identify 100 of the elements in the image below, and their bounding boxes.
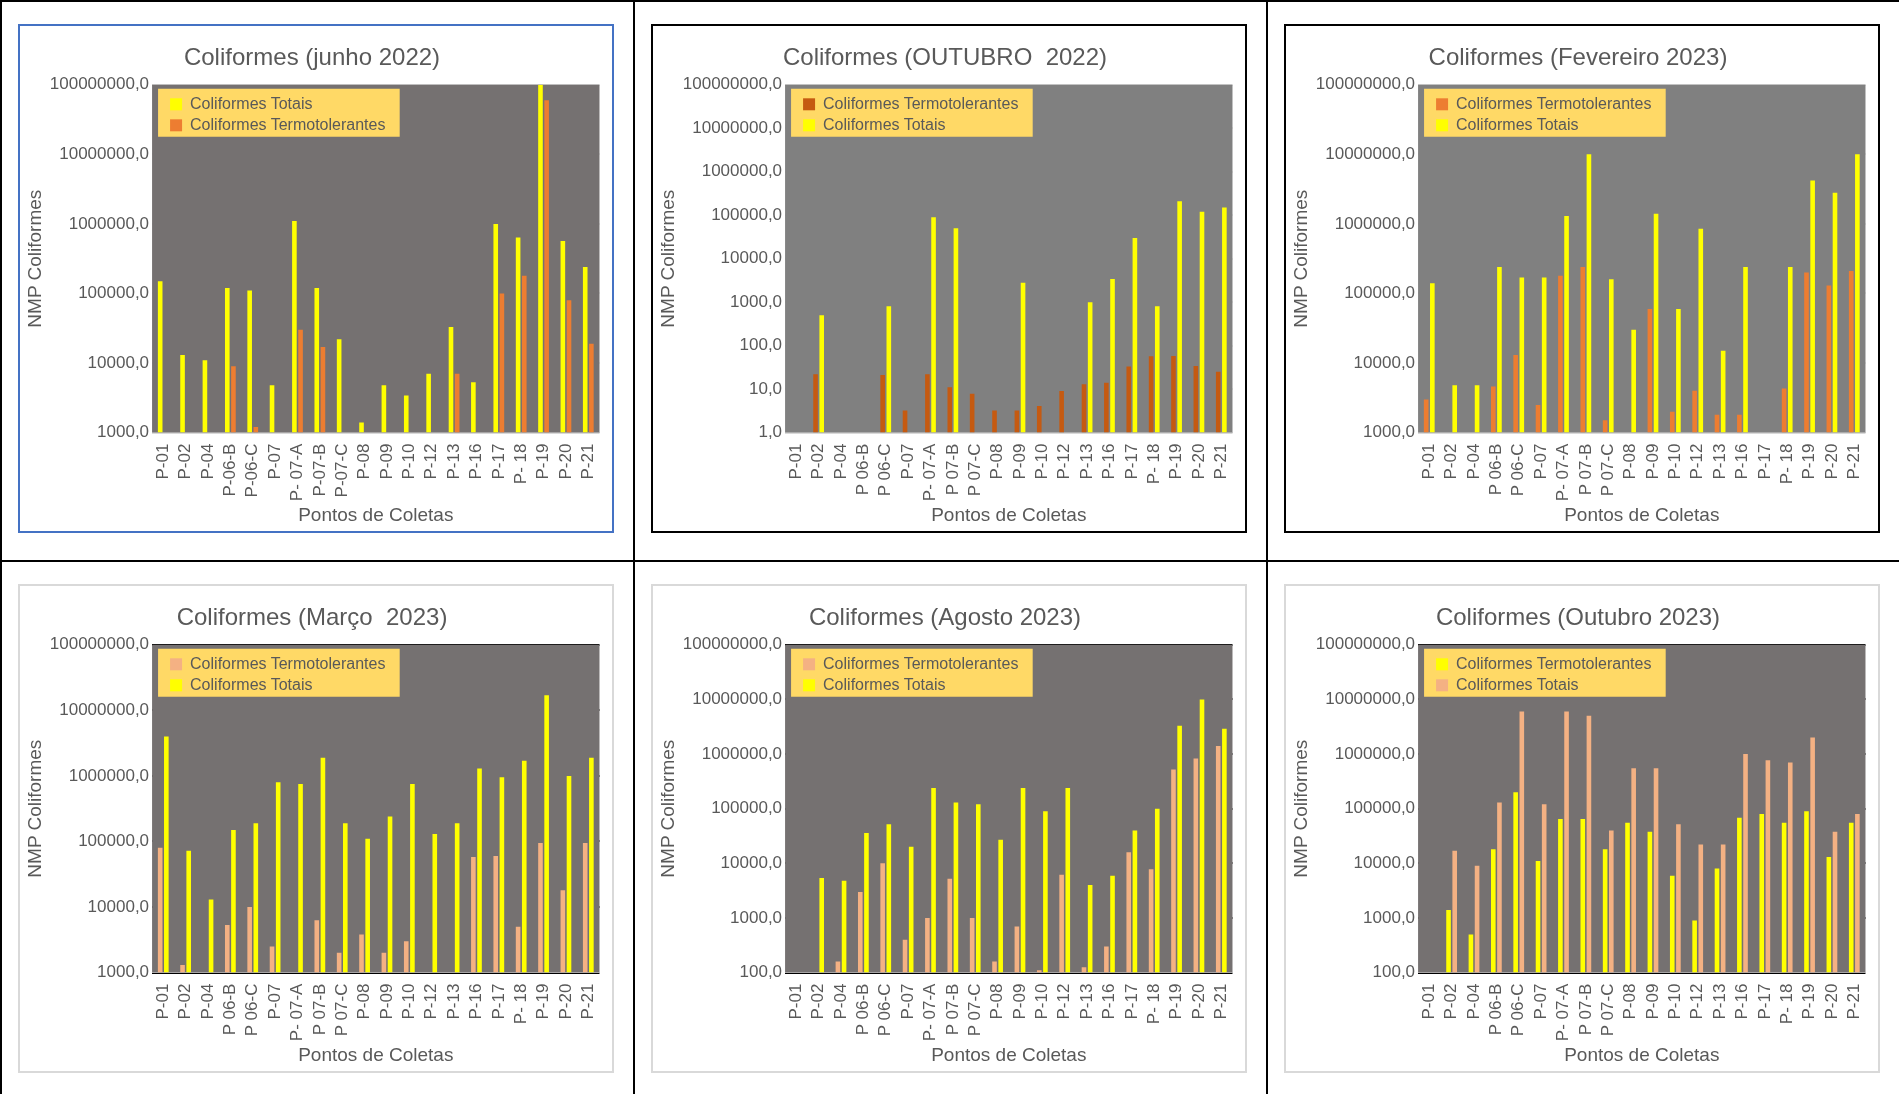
x-tick-label: P-08	[1620, 443, 1640, 480]
x-tick-label: P-19	[1799, 983, 1819, 1020]
x-tick-label: P-02	[175, 443, 195, 480]
x-tick-label: P-17	[1121, 983, 1141, 1020]
x-tick-label: P-01	[785, 443, 805, 480]
y-axis-title: NMP Coliformes	[656, 739, 678, 878]
x-tick-label: P-08	[1620, 983, 1640, 1020]
y-tick-label: 100,0	[1372, 962, 1416, 982]
x-tick-label: P-10	[1665, 443, 1685, 480]
x-axis-title: Pontos de Coletas	[1564, 503, 1720, 525]
y-tick-label: 10000000,0	[692, 117, 783, 137]
x-tick-label: P-12	[1054, 443, 1074, 480]
legend-label: Coliformes Totais	[1456, 675, 1579, 693]
x-tick-label: P 07-C	[331, 983, 351, 1037]
y-tick-label: 100,0	[739, 335, 783, 355]
x-tick-label: P-10	[1032, 983, 1052, 1020]
x-tick-label: P-21	[577, 983, 597, 1020]
x-tick-label: P-01	[785, 983, 805, 1020]
x-tick-label: P-16	[1732, 983, 1752, 1020]
x-tick-label: P-04	[197, 443, 217, 480]
x-tick-label: P-07	[897, 983, 917, 1020]
y-tick-label: 10000,0	[87, 896, 150, 916]
x-tick-label: P-16	[1099, 443, 1119, 480]
y-tick-label: 10000,0	[87, 352, 150, 372]
x-axis-title: Pontos de Coletas	[298, 503, 454, 525]
y-tick-label: 1000,0	[1363, 422, 1416, 442]
y-tick-label: 100000,0	[78, 283, 150, 303]
y-tick-label: 10,0	[748, 378, 783, 398]
x-tick-label: P-13	[1076, 983, 1096, 1020]
x-tick-label: P-20	[1188, 983, 1208, 1020]
x-tick-label: P- 18	[1143, 443, 1163, 485]
x-tick-label: P-17	[488, 443, 508, 480]
y-axis-title: NMP Coliformes	[23, 739, 45, 878]
y-axis-title: NMP Coliformes	[1289, 189, 1311, 328]
x-tick-label: P-04	[1463, 443, 1483, 480]
x-tick-label: P 07-C	[964, 983, 984, 1037]
y-tick-label: 10000000,0	[1325, 689, 1416, 709]
x-tick-label: P-07-B	[309, 443, 329, 497]
x-tick-label: P-20	[555, 443, 575, 480]
y-tick-label: 10000,0	[720, 853, 783, 872]
y-tick-label: 100000000,0	[682, 74, 783, 94]
x-tick-label: P-17	[1754, 983, 1774, 1020]
x-tick-label: P- 18	[1776, 983, 1796, 1025]
x-tick-label: P-09	[1642, 443, 1662, 480]
y-tick-label: 100000,0	[711, 204, 783, 224]
x-tick-label: P-19	[1799, 443, 1819, 480]
x-tick-label: P-04	[1463, 983, 1483, 1020]
x-tick-label: P 06-C	[242, 983, 262, 1037]
x-tick-label: P-12	[421, 983, 441, 1020]
legend-label: Coliformes Totais	[190, 94, 313, 112]
x-tick-label: P-20	[1821, 443, 1841, 480]
x-tick-label: P- 07-A	[1553, 442, 1573, 502]
y-tick-label: 1,0	[758, 422, 783, 442]
x-tick-label: P-17	[488, 983, 508, 1020]
x-tick-label: P-19	[1166, 443, 1186, 480]
x-tick-label: P 06-C	[875, 443, 895, 497]
y-tick-label: 1000000,0	[701, 743, 783, 763]
chart-title: Coliformes (junho 2022)	[183, 43, 441, 71]
x-tick-label: P-16	[466, 983, 486, 1020]
legend-label: Coliformes Termotolerantes	[823, 654, 1019, 672]
y-tick-label: 1000000,0	[68, 213, 150, 233]
x-tick-label: P-10	[399, 443, 419, 480]
y-tick-label: 1000000,0	[1334, 743, 1416, 763]
x-tick-label: P-01	[1418, 983, 1438, 1020]
x-tick-label: P-07	[1530, 443, 1550, 480]
legend-label: Coliformes Termotolerantes	[1456, 94, 1652, 112]
x-tick-label: P-07	[264, 443, 284, 480]
x-tick-label: P- 18	[1143, 983, 1163, 1025]
x-tick-label: P- 07-A	[920, 982, 940, 1042]
x-tick-label: P 07-C	[1597, 443, 1617, 497]
x-tick-label: P-12	[421, 443, 441, 480]
chart-title: Coliformes (Outubro 2023)	[1435, 603, 1721, 631]
x-tick-label: P-02	[808, 443, 828, 480]
x-tick-label: P-01	[152, 983, 172, 1020]
y-tick-label: 10000000,0	[59, 144, 150, 164]
x-tick-label: P-02	[1441, 983, 1461, 1020]
y-tick-label: 100000000,0	[49, 74, 150, 94]
x-tick-label: P 06-B	[853, 443, 873, 496]
x-tick-label: P-09	[1009, 983, 1029, 1020]
x-tick-label: P-06-B	[220, 443, 240, 497]
y-tick-label: 1000,0	[730, 907, 783, 927]
chart-title: Coliformes (Fevereiro 2023)	[1428, 43, 1728, 71]
x-tick-label: P 07-B	[1575, 983, 1595, 1036]
x-tick-label: P- 18	[510, 443, 530, 485]
legend-label: Coliformes Totais	[190, 675, 313, 693]
y-axis-title: NMP Coliformes	[656, 189, 678, 328]
chart-title: Coliformes (Março 2023)	[176, 603, 448, 631]
y-tick-label: 10000000,0	[1325, 144, 1416, 164]
x-tick-label: P-07	[1530, 983, 1550, 1020]
y-axis-title: NMP Coliformes	[1289, 739, 1311, 878]
y-tick-label: 100000000,0	[682, 634, 783, 654]
x-tick-label: P-13	[1709, 443, 1729, 480]
x-tick-label: P 07-B	[942, 983, 962, 1036]
x-tick-label: P 07-B	[942, 443, 962, 496]
x-tick-label: P-13	[443, 443, 463, 480]
x-tick-label: P- 18	[1776, 443, 1796, 485]
x-tick-label: P-09	[376, 983, 396, 1020]
x-tick-label: P- 07-A	[287, 442, 307, 502]
x-tick-label: P-02	[175, 983, 195, 1020]
x-tick-label: P-08	[354, 443, 374, 480]
